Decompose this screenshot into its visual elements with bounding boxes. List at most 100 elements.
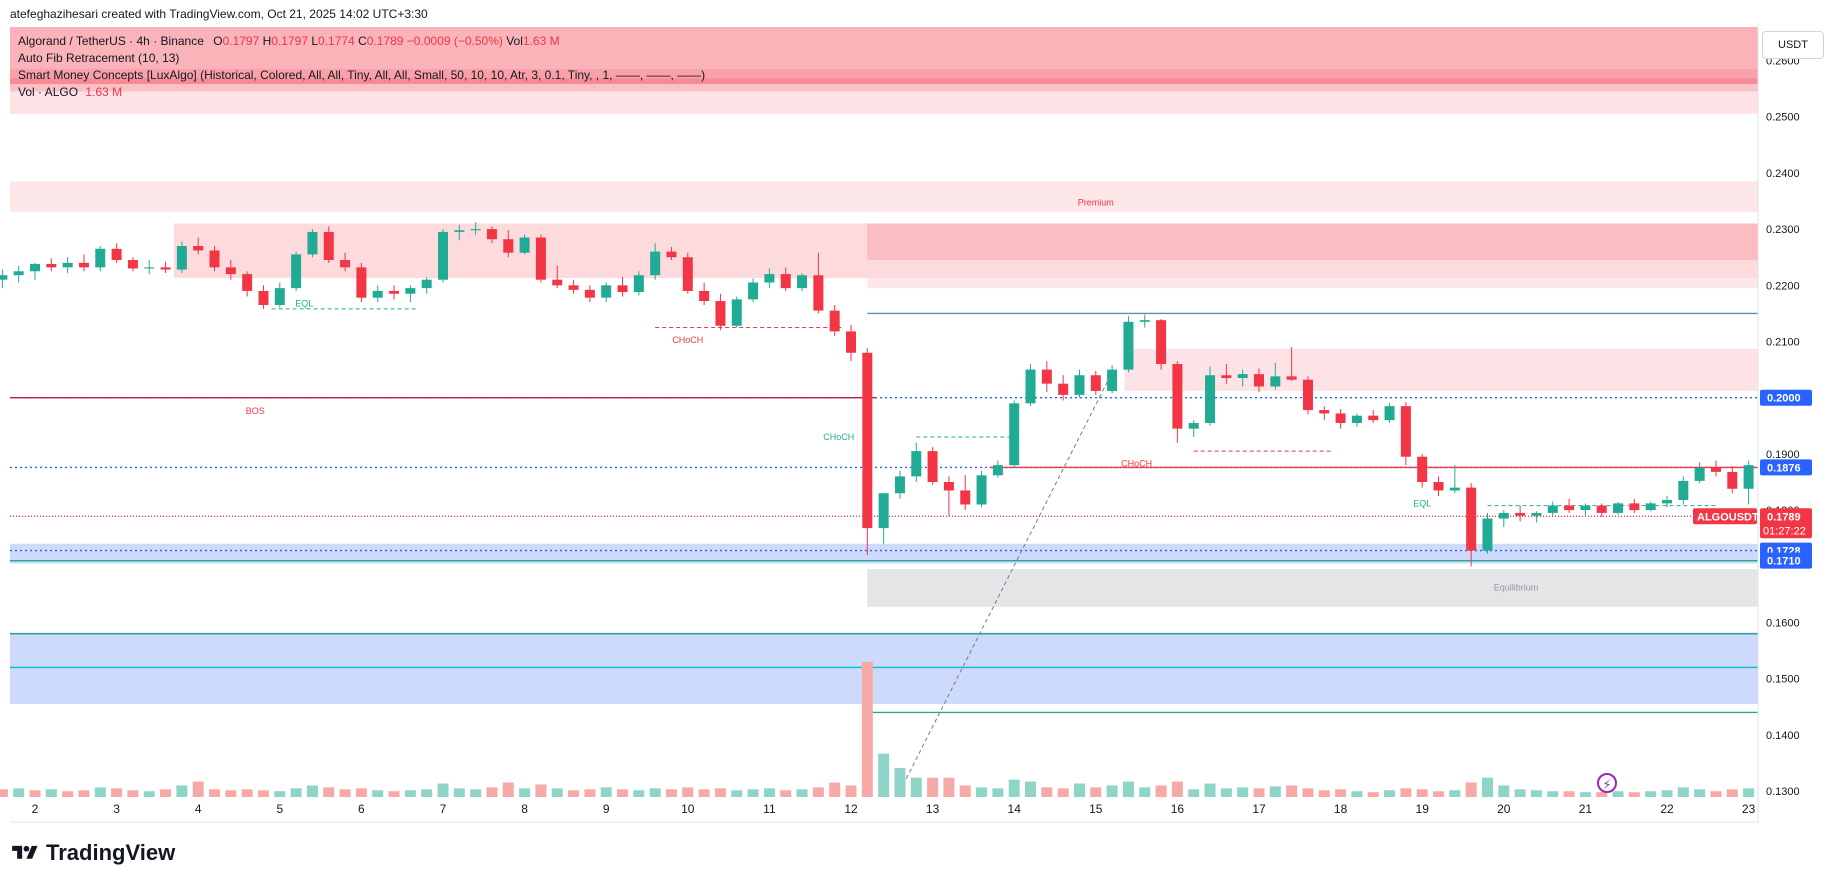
brand-name: TradingView <box>46 840 176 865</box>
brand[interactable]: TradingView <box>10 840 175 866</box>
fib-indicator[interactable]: Auto Fib Retracement (10, 13) <box>18 51 180 65</box>
candle-body <box>846 331 856 353</box>
candle-body <box>1172 363 1183 429</box>
candle-body <box>1531 512 1542 516</box>
volume-bar <box>584 789 596 797</box>
candle-body <box>699 290 710 302</box>
close-label: C <box>358 34 367 48</box>
volume-bar <box>143 791 155 797</box>
time-axis[interactable]: 2 3 4 5 6 7 8 9 10 11 12 13 14 15 16 17 18 19 20 21 22 23 <box>10 802 1758 823</box>
symbol-name[interactable]: Algorand / TetherUS · 4h · Binance <box>18 34 204 48</box>
time-tick-label: 21 <box>1579 802 1593 816</box>
low-value: 0.1774 <box>318 34 355 48</box>
volume-bar <box>1351 791 1363 797</box>
zone-premium <box>10 68 1758 114</box>
bar-countdown: 01:27:22 <box>1763 525 1806 537</box>
time-tick-label: 22 <box>1660 802 1674 816</box>
volume-bar <box>339 789 351 797</box>
time-tick-label: 4 <box>195 802 202 816</box>
candle-body <box>519 237 530 253</box>
candle-body <box>666 251 677 258</box>
volume-label: Vol <box>506 34 523 48</box>
candle-body <box>1662 499 1672 504</box>
candle-body <box>438 231 448 280</box>
candle-body <box>1368 415 1379 421</box>
candle-body <box>617 285 628 293</box>
candle-body <box>193 245 204 251</box>
volume-bar <box>1106 785 1118 797</box>
candle-body <box>1041 369 1052 384</box>
candle-body <box>584 289 595 298</box>
tradingview-logo-icon <box>12 845 38 859</box>
candle-body <box>1384 406 1395 421</box>
volume-bar <box>1612 791 1624 797</box>
volume-bar <box>209 789 221 797</box>
candle-body <box>650 251 661 276</box>
volume-bar <box>1433 791 1445 797</box>
volume-bar <box>94 787 106 797</box>
candle-body <box>1302 379 1313 411</box>
volume-indicator[interactable]: Vol · ALGO 1.63 M <box>18 84 705 101</box>
open-label: O <box>213 34 223 48</box>
volume-bar <box>959 785 971 797</box>
candle-body <box>1139 320 1150 322</box>
candle-body <box>748 282 759 300</box>
currency-button[interactable]: USDT <box>1762 31 1824 59</box>
candle-body <box>1694 467 1705 481</box>
price-marker-label: 0.1710 <box>1767 556 1801 568</box>
volume-bar <box>796 789 808 797</box>
volume-bars <box>0 662 1835 797</box>
candle-body <box>242 274 253 291</box>
volume-bar <box>176 785 188 797</box>
smc-indicator[interactable]: Smart Money Concepts [LuxAlgo] (Historic… <box>18 68 706 82</box>
annotation-label: EQL <box>295 299 313 309</box>
price-axis[interactable]: 0.26000.25000.24000.23000.22000.21000.19… <box>1693 0 1835 822</box>
candle-body <box>13 271 24 276</box>
volume-bar <box>1416 789 1428 797</box>
time-tick-label: 15 <box>1089 802 1103 816</box>
candle-body <box>764 274 775 283</box>
volume-bar <box>894 768 906 797</box>
chart-zones <box>10 27 1759 704</box>
candle-body <box>862 352 873 529</box>
volume-bar <box>453 788 465 797</box>
candle-body <box>1433 482 1444 491</box>
fib-trend-line <box>899 372 1113 792</box>
time-tick-label: 11 <box>763 802 776 816</box>
volume-bar <box>1302 788 1314 797</box>
annotation-label: CHoCH <box>672 335 703 345</box>
time-tick-label: 16 <box>1171 802 1185 816</box>
volume-bar <box>1188 789 1200 797</box>
candle-body <box>307 231 318 255</box>
volume-bar <box>1645 791 1657 797</box>
candle-body <box>1417 456 1428 483</box>
lightning-icon[interactable]: ⚡ <box>1597 773 1617 793</box>
volume-bar <box>45 789 57 797</box>
volume-bar <box>649 788 661 797</box>
low-label: L <box>311 34 319 48</box>
price-marker-label: 0.2000 <box>1767 393 1801 405</box>
volume-bar <box>731 790 743 797</box>
candle-body <box>1090 375 1101 391</box>
volume-bar <box>1171 781 1183 797</box>
volume-bar <box>1384 790 1396 797</box>
volume-bar <box>160 789 172 797</box>
high-value: 0.1797 <box>271 34 308 48</box>
volume-bar <box>388 791 400 797</box>
symbol-row[interactable]: Algorand / TetherUS · 4h · Binance O 0.17… <box>18 33 705 50</box>
volume-bar <box>1008 779 1020 797</box>
candle-body <box>323 231 334 261</box>
volume-bar <box>1677 787 1689 797</box>
candle-body <box>911 451 922 477</box>
candle-body <box>1123 321 1134 370</box>
candle-body <box>160 267 171 270</box>
volume-indicator-value: 1.63 M <box>85 85 123 99</box>
candle-body <box>894 476 905 494</box>
volume-bar <box>421 789 433 797</box>
candle-body <box>1564 505 1575 511</box>
volume-bar <box>665 789 677 797</box>
volume-bar <box>470 789 482 797</box>
volume-bar <box>1090 787 1102 797</box>
price-tick-label: 0.2100 <box>1766 337 1800 349</box>
